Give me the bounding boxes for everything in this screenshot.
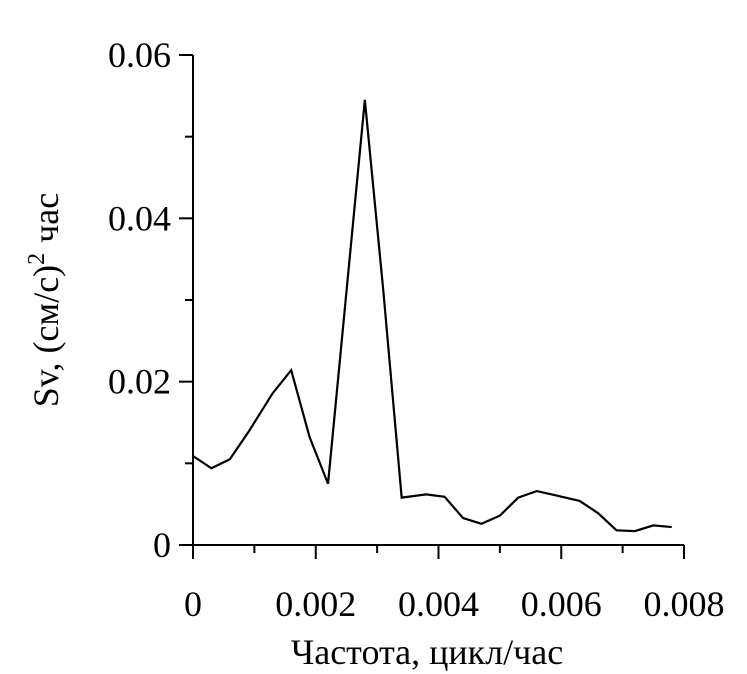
- x-tick-label: 0.004: [398, 584, 479, 624]
- y-tick-label: 0: [153, 525, 171, 565]
- x-tick-label: 0.008: [644, 584, 725, 624]
- x-axis-title: Частота, цикл/час: [291, 632, 563, 672]
- line-series: [192, 99, 672, 533]
- x-tick-label: 0.002: [275, 584, 356, 624]
- y-tick-label: 0.04: [108, 198, 171, 238]
- x-tick-label: 0: [184, 584, 202, 624]
- y-axis-title: Sv, (см/с)2 час: [24, 193, 66, 407]
- y-tick-label: 0.02: [108, 362, 171, 402]
- y-tick-label: 0.06: [108, 35, 171, 75]
- x-tick-label: 0.006: [521, 584, 602, 624]
- y-axis-title-suffix: час: [26, 193, 66, 243]
- y-axis-title-main: Sv, (см/с): [26, 265, 66, 407]
- y-axis-title-sup: 2: [24, 253, 50, 265]
